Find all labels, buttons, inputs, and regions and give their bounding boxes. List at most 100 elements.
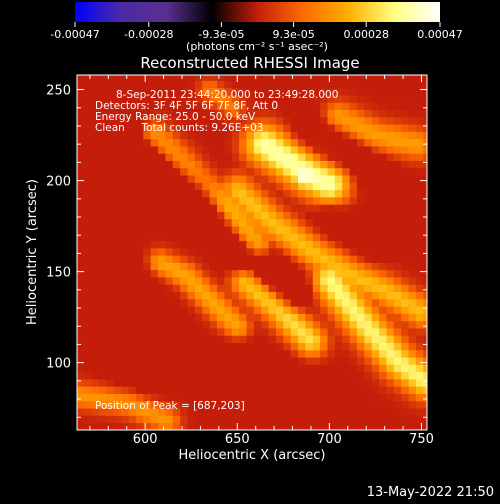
heatmap-cell: [327, 167, 336, 176]
heatmap-cell: [217, 364, 225, 373]
heatmap-cell: [121, 153, 129, 161]
heatmap-cell: [379, 138, 387, 147]
heatmap-cell: [194, 255, 203, 263]
heatmap-cell: [202, 146, 211, 154]
heatmap-cell: [231, 408, 240, 416]
heatmap-cell: [113, 131, 122, 140]
heatmap-cell: [217, 124, 225, 132]
heatmap-cell: [364, 211, 373, 220]
heatmap-cell: [77, 269, 85, 278]
heatmap-cell: [268, 284, 277, 293]
heatmap-cell: [91, 422, 100, 431]
heatmap-cell: [84, 313, 93, 322]
heatmap-cell: [165, 167, 174, 176]
heatmap-cell: [408, 124, 417, 132]
heatmap-cell: [364, 386, 373, 394]
heatmap-cell: [342, 349, 351, 358]
heatmap-cell: [393, 379, 402, 387]
x-tick-label: 750: [409, 432, 434, 447]
heatmap-cell: [209, 109, 218, 118]
heatmap-cell: [113, 240, 122, 249]
heatmap-cell: [224, 153, 233, 161]
heatmap-cell: [327, 422, 336, 431]
heatmap-cell: [150, 320, 159, 329]
heatmap-cell: [320, 116, 328, 125]
heatmap-cell: [393, 277, 402, 285]
heatmap-cell: [187, 306, 196, 314]
heatmap-cell: [202, 342, 211, 351]
heatmap-cell: [364, 196, 373, 205]
heatmap-cell: [275, 189, 284, 198]
heatmap-cell: [349, 247, 358, 256]
heatmap-cell: [349, 306, 358, 314]
heatmap-cell: [298, 233, 306, 242]
heatmap-cell: [143, 262, 152, 271]
heatmap-cell: [386, 124, 395, 132]
heatmap-cell: [290, 153, 299, 161]
heatmap-cell: [423, 153, 428, 161]
heatmap-cell: [253, 415, 262, 424]
heatmap-cell: [283, 175, 292, 183]
heatmap-cell: [91, 182, 100, 191]
heatmap-cell: [386, 75, 395, 81]
heatmap-cell: [415, 204, 424, 212]
heatmap-cell: [401, 298, 409, 307]
heatmap-cell: [371, 320, 380, 329]
heatmap-cell: [349, 233, 358, 242]
heatmap-cell: [77, 277, 85, 285]
heatmap-cell: [187, 408, 196, 416]
heatmap-cell: [99, 182, 107, 191]
heatmap-cell: [246, 226, 255, 234]
heatmap-cell: [253, 306, 262, 314]
heatmap-cell: [209, 240, 218, 249]
heatmap-cell: [121, 175, 129, 183]
heatmap-cell: [121, 240, 129, 249]
heatmap-cell: [290, 328, 299, 336]
heatmap-cell: [84, 386, 93, 394]
heatmap-cell: [386, 357, 395, 365]
heatmap-cell: [99, 247, 107, 256]
heatmap-cell: [172, 196, 181, 205]
heatmap-cell: [401, 138, 409, 147]
heatmap-cell: [239, 408, 247, 416]
heatmap-cell: [342, 146, 351, 154]
heatmap-cell: [246, 284, 255, 293]
heatmap-cell: [202, 116, 211, 125]
heatmap-cell: [239, 138, 247, 147]
heatmap-cell: [290, 211, 299, 220]
heatmap-cell: [194, 320, 203, 329]
heatmap-cell: [320, 269, 328, 278]
heatmap-cell: [158, 357, 166, 365]
heatmap-cell: [334, 131, 343, 140]
heatmap-cell: [202, 80, 211, 89]
heatmap-cell: [334, 277, 343, 285]
heatmap-cell: [290, 131, 299, 140]
heatmap-cell: [77, 291, 85, 300]
heatmap-cell: [224, 320, 233, 329]
heatmap-cell: [357, 357, 365, 365]
heatmap-cell: [298, 204, 306, 212]
heatmap-cell: [305, 408, 314, 416]
heatmap-cell: [349, 415, 358, 424]
heatmap-cell: [165, 138, 174, 147]
heatmap-cell: [165, 262, 174, 271]
heatmap-cell: [268, 371, 277, 380]
heatmap-cell: [415, 335, 424, 344]
heatmap-cell: [150, 255, 159, 263]
heatmap-cell: [165, 131, 174, 140]
heatmap-cell: [298, 262, 306, 271]
heatmap-cell: [172, 211, 181, 220]
heatmap-cell: [128, 196, 137, 205]
heatmap-cell: [312, 328, 321, 336]
heatmap-cell: [84, 80, 93, 89]
heatmap-cell: [305, 386, 314, 394]
heatmap-cell: [106, 116, 115, 125]
heatmap-cell: [275, 204, 284, 212]
heatmap-cell: [128, 422, 137, 431]
heatmap-cell: [423, 146, 428, 154]
heatmap-cell: [143, 95, 152, 103]
heatmap-cell: [312, 196, 321, 205]
heatmap-cell: [106, 364, 115, 373]
heatmap-cell: [327, 400, 336, 409]
heatmap-cell: [283, 167, 292, 176]
